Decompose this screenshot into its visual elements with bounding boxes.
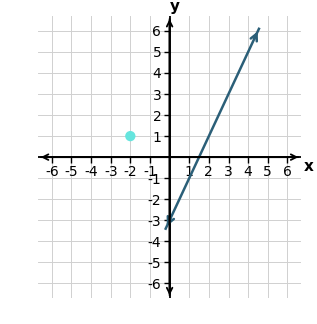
Text: y: y <box>170 0 179 14</box>
Point <box>128 133 133 139</box>
Text: x: x <box>304 159 314 174</box>
